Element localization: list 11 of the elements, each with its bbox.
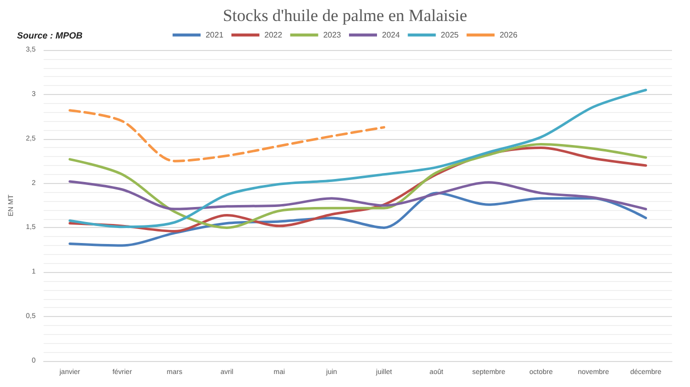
legend-label: 2026	[500, 30, 518, 40]
source-note: Source : MPOB	[17, 30, 84, 40]
legend-label: 2023	[323, 30, 342, 40]
line-series	[68, 180, 648, 210]
legend-label: 2025	[440, 30, 460, 40]
legend-label: 2021	[206, 30, 224, 40]
line-series	[68, 109, 386, 162]
legend-label: 2022	[264, 30, 283, 40]
legend-label: 2024	[382, 30, 400, 40]
line-series	[68, 88, 648, 228]
chart-title: Stocks d'huile de palme en Malaisie	[222, 6, 468, 25]
